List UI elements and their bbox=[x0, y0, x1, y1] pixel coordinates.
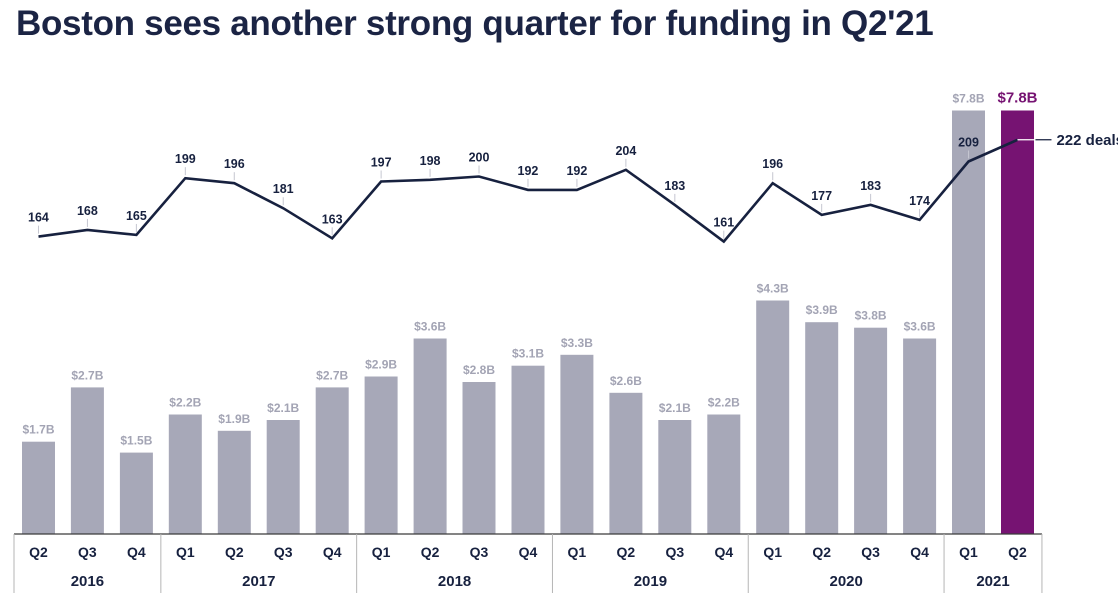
deal-count-label: 181 bbox=[273, 182, 294, 196]
bar-value-label: $2.6B bbox=[610, 374, 642, 388]
funding-bar bbox=[903, 338, 937, 534]
funding-bar bbox=[364, 376, 398, 534]
deal-count-label: 200 bbox=[469, 151, 490, 165]
funding-bar bbox=[952, 110, 985, 534]
funding-bar bbox=[22, 441, 55, 534]
quarter-label: Q3 bbox=[274, 544, 293, 560]
quarter-label: Q4 bbox=[714, 544, 733, 560]
funding-bar bbox=[70, 387, 104, 534]
quarter-label: Q1 bbox=[959, 544, 978, 560]
quarter-label: Q2 bbox=[421, 544, 440, 560]
deal-count-label: 161 bbox=[713, 216, 734, 230]
funding-bar bbox=[805, 322, 839, 534]
bar-value-label: $3.3B bbox=[561, 336, 593, 350]
quarter-label: Q4 bbox=[910, 544, 929, 560]
deal-count-label: 183 bbox=[860, 179, 881, 193]
deal-count-line bbox=[38, 138, 1019, 244]
bar-value-label: $1.5B bbox=[120, 434, 152, 448]
funding-bar bbox=[315, 387, 349, 534]
quarter-label: Q4 bbox=[323, 544, 342, 560]
deal-count-label: 196 bbox=[224, 157, 245, 171]
funding-bar bbox=[119, 452, 153, 534]
deal-count-label: 198 bbox=[420, 154, 441, 168]
quarter-label: Q1 bbox=[372, 544, 391, 560]
bar-value-label: $2.2B bbox=[708, 396, 740, 410]
deal-count-label: 197 bbox=[371, 156, 392, 170]
funding-bar bbox=[413, 338, 447, 534]
year-label: 2020 bbox=[830, 573, 863, 590]
deal-count-label: 199 bbox=[175, 152, 196, 166]
deal-count-label: 168 bbox=[77, 204, 98, 218]
quarter-label: Q3 bbox=[470, 544, 489, 560]
bar-value-label: $2.8B bbox=[463, 363, 495, 377]
quarter-label: Q2 bbox=[1008, 544, 1027, 560]
quarter-label: Q2 bbox=[812, 544, 831, 560]
year-label: 2016 bbox=[71, 573, 104, 590]
deal-count-label: 192 bbox=[518, 164, 539, 178]
deal-count-label: 163 bbox=[322, 212, 343, 226]
quarter-label: Q2 bbox=[29, 544, 48, 560]
bar-value-label: $1.7B bbox=[22, 423, 54, 437]
funding-bar bbox=[1001, 110, 1034, 534]
deal-count-label: 196 bbox=[762, 157, 783, 171]
bar-value-label: $3.6B bbox=[904, 320, 936, 334]
funding-bar bbox=[462, 382, 496, 534]
bar-value-label: $2.7B bbox=[71, 368, 103, 382]
quarter-label: Q1 bbox=[763, 544, 782, 560]
bar-value-label: $3.9B bbox=[806, 303, 838, 317]
funding-bar bbox=[266, 420, 300, 534]
bar-value-label: $2.7B bbox=[316, 368, 348, 382]
deal-count-label: 183 bbox=[664, 179, 685, 193]
bar-value-label: $3.8B bbox=[855, 309, 887, 323]
bar-value-label: $3.1B bbox=[512, 347, 544, 361]
bar-value-label: $2.2B bbox=[169, 396, 201, 410]
funding-bar bbox=[560, 354, 594, 534]
bar-value-label: $4.3B bbox=[757, 282, 789, 296]
deal-count-label: 222 deals bbox=[1056, 132, 1118, 149]
funding-bar bbox=[511, 365, 545, 534]
year-label: 2019 bbox=[634, 573, 667, 590]
funding-bar bbox=[609, 392, 643, 534]
quarter-label: Q1 bbox=[568, 544, 587, 560]
funding-bar bbox=[168, 414, 202, 534]
deal-count-label: 174 bbox=[909, 194, 930, 208]
funding-bar bbox=[707, 414, 741, 534]
chart-title: Boston sees another strong quarter for f… bbox=[16, 4, 934, 43]
quarter-label: Q2 bbox=[617, 544, 636, 560]
year-label: 2017 bbox=[242, 573, 275, 590]
funding-bar bbox=[217, 430, 251, 534]
funding-bar bbox=[658, 420, 692, 534]
bar-value-label: $2.1B bbox=[659, 401, 691, 415]
quarter-label: Q4 bbox=[519, 544, 538, 560]
bar-value-label: $7.8B bbox=[952, 92, 984, 106]
bar-value-label: $1.9B bbox=[218, 412, 250, 426]
quarter-label: Q3 bbox=[78, 544, 97, 560]
deal-count-label: 209 bbox=[958, 135, 979, 149]
quarter-label: Q2 bbox=[225, 544, 244, 560]
funding-bar bbox=[854, 327, 888, 534]
bar-value-label: $2.1B bbox=[267, 401, 299, 415]
deal-count-label: 192 bbox=[566, 164, 587, 178]
quarter-label: Q4 bbox=[127, 544, 146, 560]
quarter-label: Q3 bbox=[665, 544, 684, 560]
deal-count-label: 165 bbox=[126, 209, 147, 223]
funding-bar bbox=[756, 300, 790, 534]
deal-count-label: 164 bbox=[28, 211, 49, 225]
bar-value-label: $2.9B bbox=[365, 358, 397, 372]
quarter-label: Q3 bbox=[861, 544, 880, 560]
bar-value-label: $3.6B bbox=[414, 320, 446, 334]
year-label: 2021 bbox=[976, 573, 1009, 590]
deal-count-label: 177 bbox=[811, 189, 832, 203]
deal-count-label: 204 bbox=[615, 144, 636, 158]
quarter-label: Q1 bbox=[176, 544, 195, 560]
bar-value-label: $7.8B bbox=[997, 90, 1037, 107]
year-label: 2018 bbox=[438, 573, 471, 590]
